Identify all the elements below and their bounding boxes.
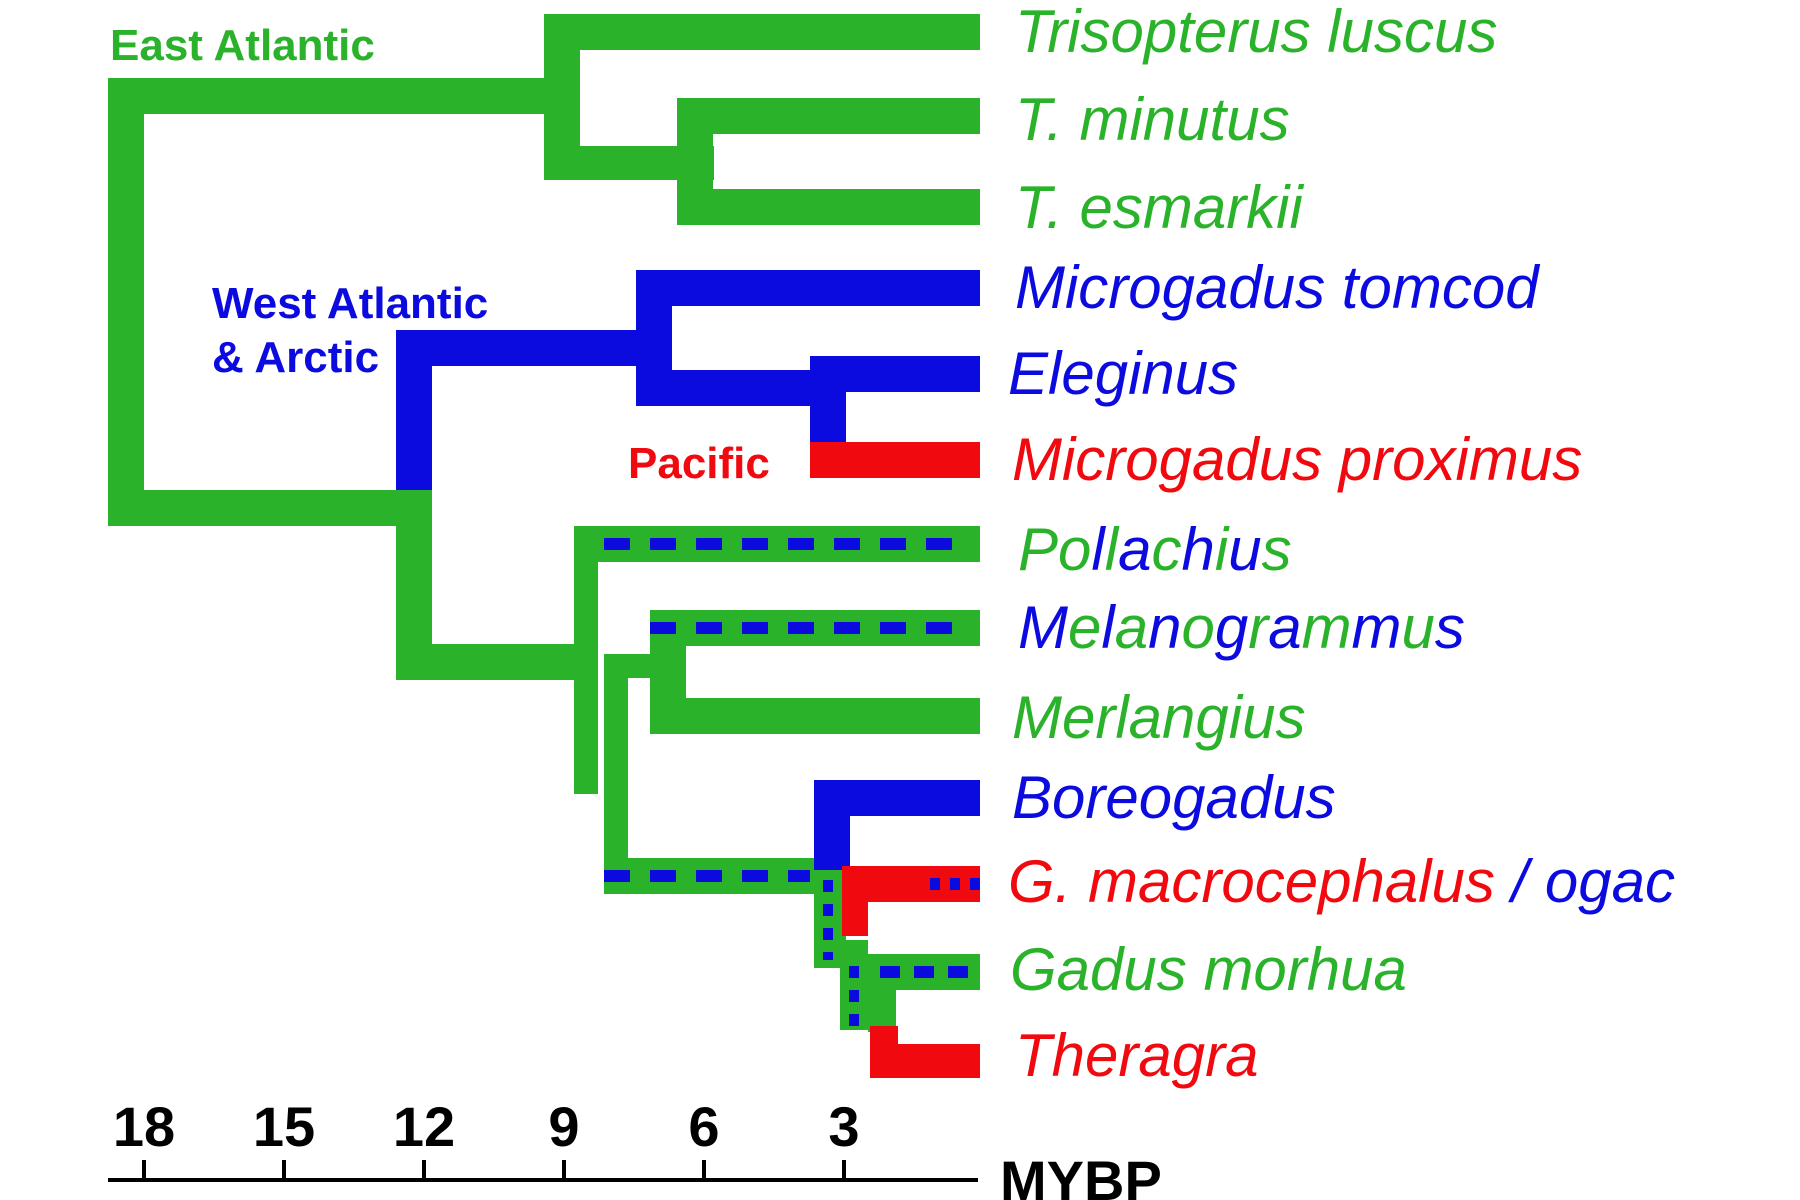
taxon-ogac: ogac [1545, 848, 1675, 915]
axis-tick-label-6: 6 [688, 1095, 719, 1158]
branch-root-top [108, 78, 578, 114]
axis-tick-label-9: 9 [548, 1095, 579, 1158]
axis-tick-label-12: 12 [393, 1095, 455, 1158]
region-label-arctic: & Arctic [212, 333, 379, 382]
branch-t-minutus [677, 98, 980, 134]
taxon-gadus-morhua: Gadus morhua [1010, 936, 1407, 1003]
branch-root-vertical [108, 78, 144, 523]
branch-mel-vertical [604, 654, 628, 882]
taxon-boreogadus: Boreogadus [1012, 764, 1336, 831]
taxon-separator: / [1495, 848, 1545, 915]
tree-overlays [604, 538, 980, 1026]
branch-mel-stem [604, 654, 654, 678]
region-label-west-atlantic: West Atlantic [212, 279, 488, 328]
branch-microgadus-tomcod [636, 270, 980, 306]
taxon-microgadus-proximus: Microgadus proximus [1012, 426, 1582, 493]
region-label-pacific: Pacific [628, 439, 770, 488]
taxon-pollachius: Pollachius [1018, 516, 1292, 583]
branch-pollachius [574, 526, 980, 562]
taxon-theragra: Theragra [1015, 1022, 1258, 1089]
taxon-eleginus: Eleginus [1008, 340, 1238, 407]
branch-morhua-vertical [868, 954, 896, 1032]
branch-root-bottom [108, 490, 428, 526]
taxon-merlangius: Merlangius [1012, 684, 1305, 751]
branch-lower-stem [396, 644, 596, 680]
taxon-trisopterus-luscus: Trisopterus luscus [1015, 0, 1497, 65]
branch-trisopterus-luscus [544, 14, 980, 50]
branch-theragra [870, 1044, 980, 1078]
time-axis: 18 15 12 9 6 3 MYBP [108, 1095, 1162, 1200]
taxon-melanogrammus: Melanogrammus [1018, 594, 1465, 661]
taxon-t-minutus: T. minutus [1015, 86, 1290, 153]
branch-microgadus-proximus [810, 442, 980, 478]
branch-t-esmarkii [677, 189, 980, 225]
region-label-east-atlantic: East Atlantic [110, 21, 375, 70]
axis-tick-label-18: 18 [113, 1095, 175, 1158]
axis-tick-label-15: 15 [253, 1095, 315, 1158]
branch-west-atlantic-stem [396, 330, 636, 366]
taxon-g-macrocephalus: G. macrocephalus [1008, 848, 1495, 915]
axis-tick-label-3: 3 [828, 1095, 859, 1158]
branch-boreogadus [814, 780, 980, 816]
taxon-microgadus-tomcod: Microgadus tomcod [1015, 254, 1540, 321]
taxon-t-esmarkii: T. esmarkii [1015, 174, 1305, 241]
branch-eleginus [810, 356, 980, 392]
tree-branches [108, 14, 980, 1078]
axis-unit-label: MYBP [1000, 1149, 1162, 1200]
branch-pollachius-vertical [574, 530, 598, 794]
branch-merlangius [650, 698, 980, 734]
taxon-g-macrocephalus-ogac: G. macrocephalus / ogac [1008, 848, 1675, 915]
